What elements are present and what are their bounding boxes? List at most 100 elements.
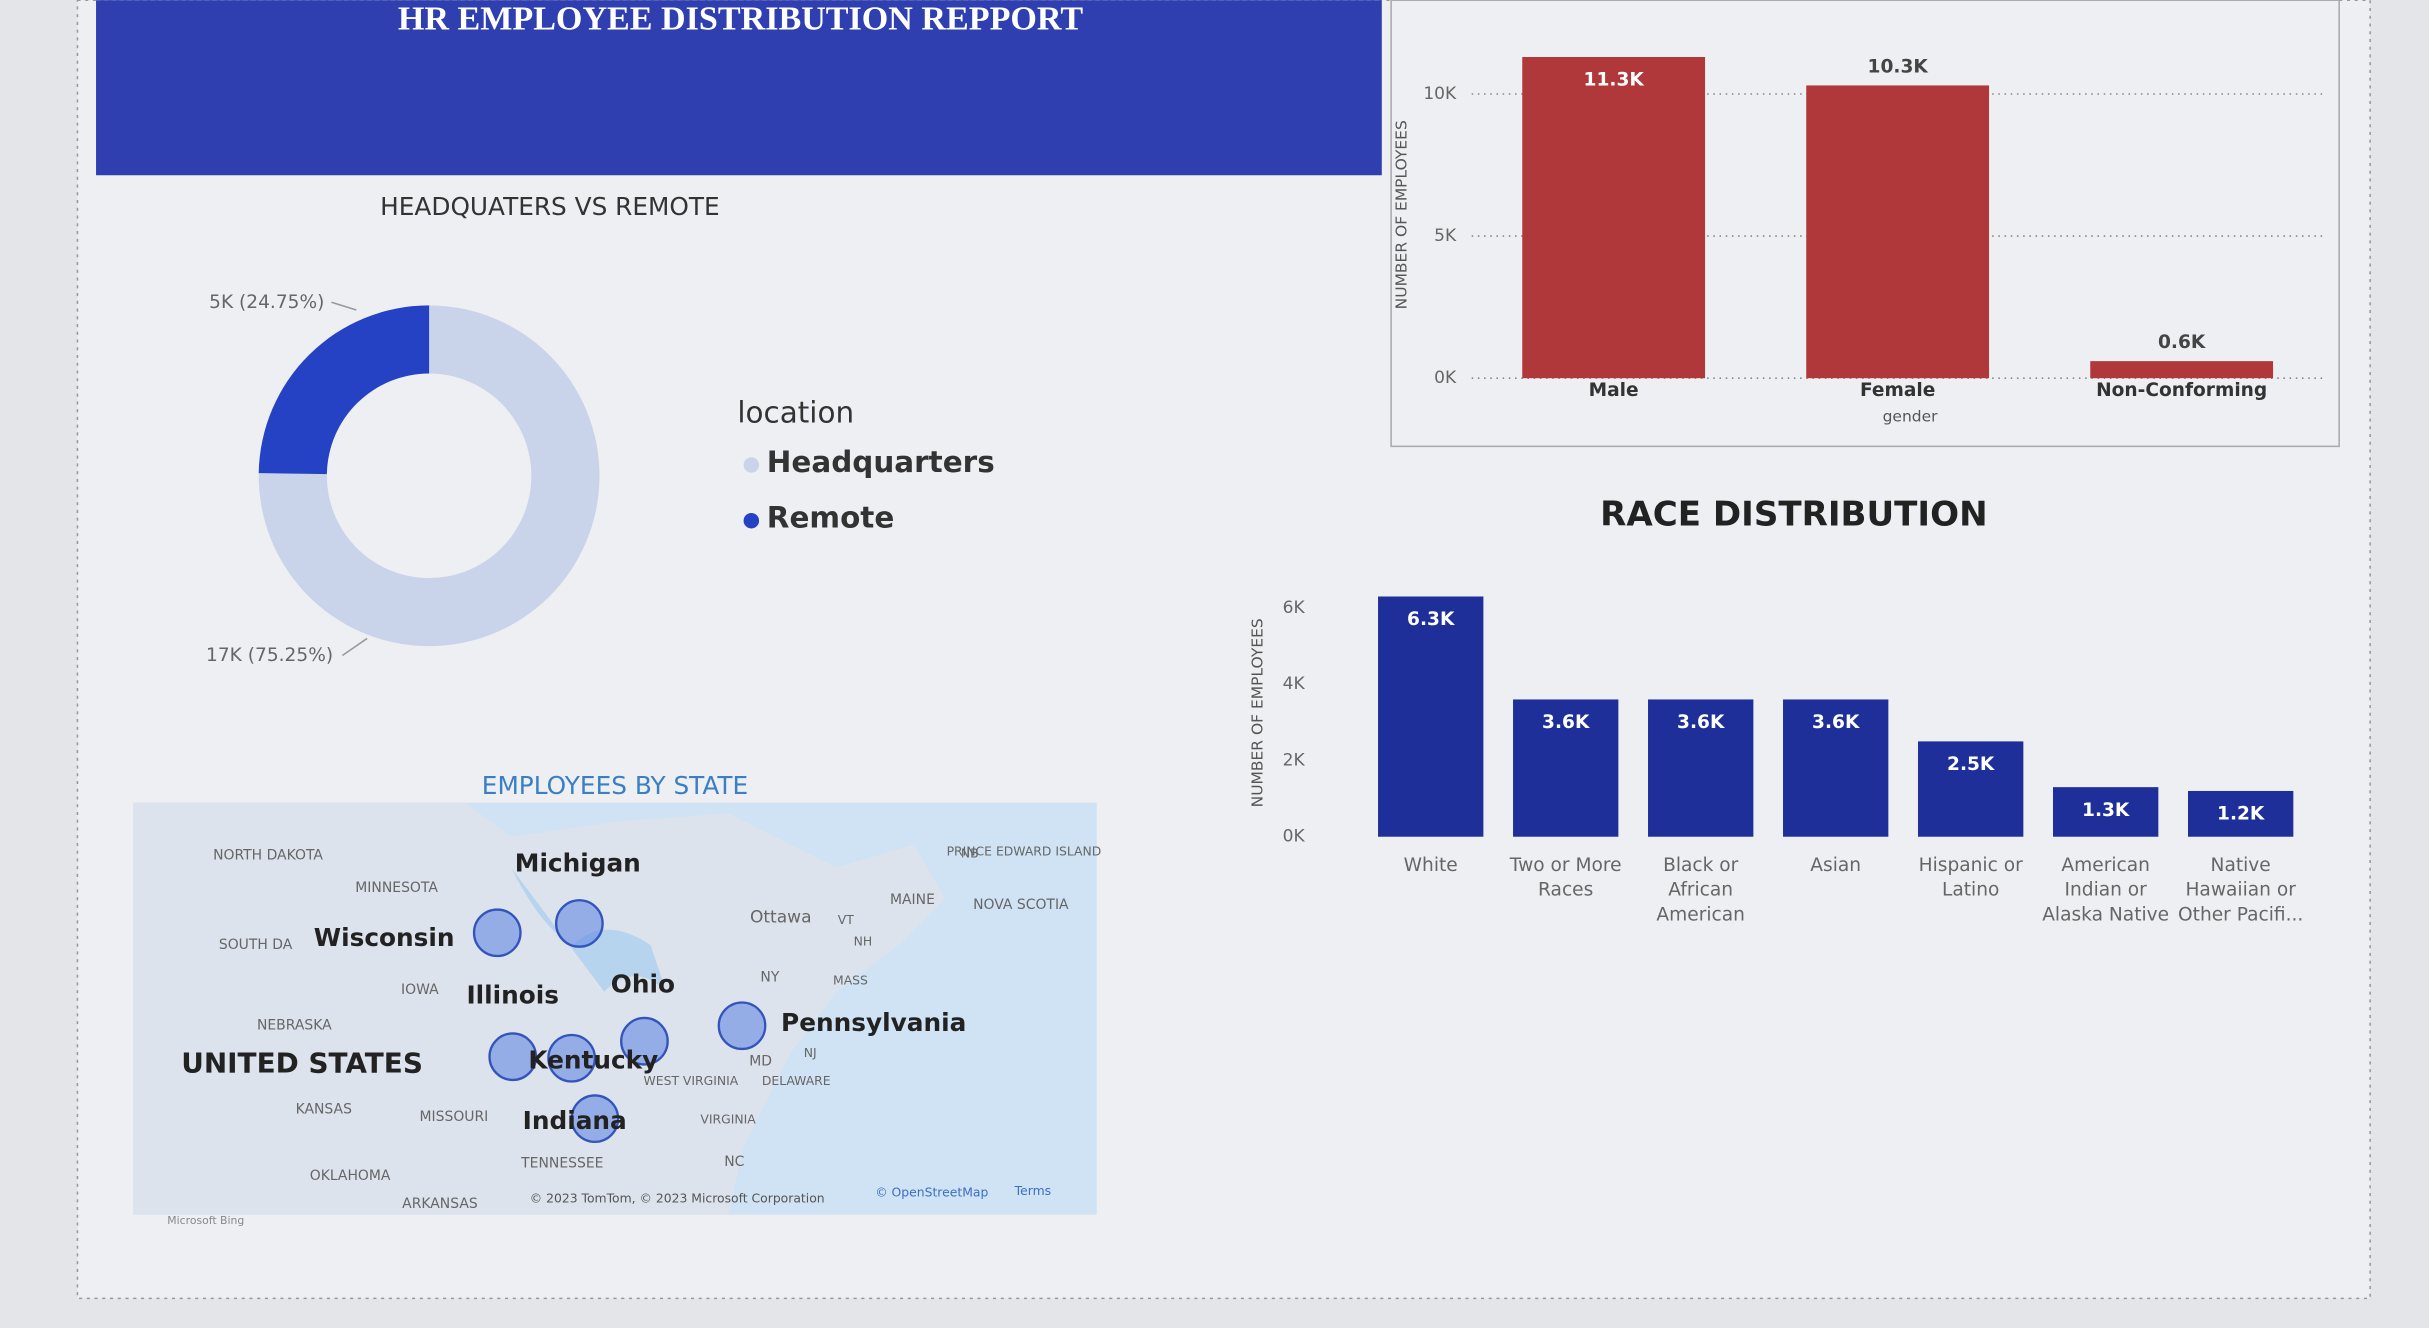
map-label: Illinois [466,980,559,1009]
map-label: MINNESOTA [355,880,438,896]
map-label: NJ [804,1045,817,1060]
x-tick-box: Native Hawaiian or Other Pacifi... [2178,854,2303,925]
y-axis-label: NUMBER OF EMPLOYEES [1248,618,1266,807]
bar [1806,85,1990,379]
map-label: OKLAHOMA [310,1168,391,1184]
y-tick-label: 0K [1434,368,1457,388]
map-label: SOUTH DA [219,937,293,953]
report-title: HR EMPLOYEE DISTRIBUTION REPPORT [398,1,1083,38]
map-bubble [554,899,604,948]
bar [1513,699,1619,837]
map-label: NOVA SCOTIA [973,897,1069,913]
map-label: VIRGINIA [700,1112,756,1127]
x-tick-label: Female [1860,380,1935,401]
donut-slice [258,305,600,647]
map-label: Ottawa [750,907,812,927]
value-label: 0.6K [2158,332,2206,353]
bar [1522,57,1706,379]
map-label: DELAWARE [762,1073,831,1088]
y-tick-label: 5K [1434,226,1457,246]
y-axis-label: NUMBER OF EMPLOYEES [1392,120,1410,309]
value-label: 3.6K [1542,712,1590,733]
x-tick-label: Male [1589,380,1639,401]
map-bubble [547,1033,597,1083]
map-land [133,802,945,1215]
chart-title: HEADQUATERS VS REMOTE [380,192,720,221]
map-attribution: © 2023 TomTom, © 2023 Microsoft Corporat… [530,1191,825,1206]
map-label: ARKANSAS [402,1196,478,1212]
map-terms: Terms [1014,1183,1051,1198]
map-label: Indiana [523,1106,627,1135]
value-label: 3.6K [1677,712,1725,733]
map-bubble [717,1001,767,1051]
map-bubble [570,1094,620,1144]
map-bubble [488,1032,538,1082]
map-label: KANSAS [296,1101,352,1117]
legend-marker [743,457,760,473]
x-tick-label: Two or More Races [1509,853,1622,901]
map-label: NH [854,934,873,949]
map-osm: © OpenStreetMap [875,1185,988,1200]
value-label: 11.3K [1584,70,1645,91]
map-label: Pennsylvania [781,1008,966,1037]
bar [2053,787,2159,837]
header-banner [96,0,1382,176]
x-tick-box: Black or African American [1656,853,1745,926]
value-label: 1.3K [2082,800,2130,821]
x-tick-label: Hispanic or Latino [1918,853,2023,901]
x-tick-label: Asian [1810,853,1862,876]
bar [1918,741,2024,837]
great-lakes [511,867,667,992]
y-tick-label: 4K [1283,674,1306,694]
x-tick-box: White [1403,853,1458,876]
donut-slice [258,305,430,475]
y-tick-label: 10K [1423,84,1457,104]
map-label: NY [760,970,779,986]
map-title: EMPLOYEES BY STATE [482,771,748,800]
x-tick-label: Non-Conforming [2096,380,2267,401]
map-label: MAINE [890,892,935,908]
x-tick-label: Black or African American [1656,853,1745,926]
map-label: Wisconsin [314,923,455,952]
map-label: TENNESSEE [520,1156,603,1172]
value-label: 1.2K [2217,804,2265,825]
bar [1648,699,1754,837]
legend-marker [743,512,760,529]
value-label: 6.3K [1407,609,1455,630]
legend-label: Remote [767,501,895,535]
map-label: NEBRASKA [257,1018,332,1034]
bar [1783,699,1889,837]
map-label: MASS [833,972,868,987]
map-brand: Microsoft Bing [167,1214,244,1227]
y-tick-label: 6K [1283,598,1306,618]
legend-title: location [737,395,854,429]
map-label: VT [838,912,854,927]
donut-label: 5K (24.75%) [209,292,324,313]
x-tick-label: White [1403,853,1458,876]
x-tick-box: Hispanic or Latino [1918,853,2023,901]
map-label: MISSOURI [419,1109,488,1125]
map-bubble [472,908,522,958]
value-label: 3.6K [1812,712,1860,733]
bar [1378,596,1484,837]
value-label: 2.5K [1947,754,1995,775]
map-label: NB [961,845,979,860]
legend-label: Headquarters [767,445,995,479]
donut-label: 17K (75.25%) [206,645,333,666]
leader-line [341,637,368,657]
x-tick-box: Two or More Races [1509,853,1622,901]
y-tick-label: 0K [1283,827,1306,847]
gender-frame [1390,0,2340,448]
value-label: 10.3K [1868,56,1929,77]
bar [2090,361,2274,379]
x-axis-label: gender [1883,407,1939,425]
map-label: PRINCE EDWARD ISLAND [947,844,1102,859]
chart-title: RACE DISTRIBUTION [1600,495,1988,535]
map-label: NORTH DAKOTA [213,847,323,863]
y-tick-label: 2K [1283,750,1306,770]
map-label: Michigan [515,849,641,878]
map-label: Ohio [611,969,675,998]
map-bubble [620,1016,669,1066]
